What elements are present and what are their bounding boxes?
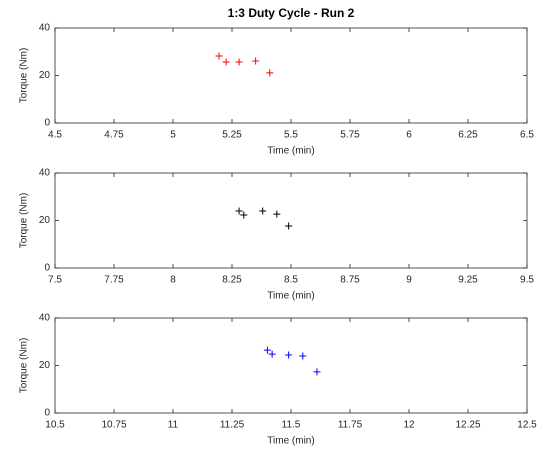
y-tick-label: 40 xyxy=(39,168,51,179)
x-tick-label: 4.75 xyxy=(104,130,124,141)
y-axis-label: Torque (Nm) xyxy=(19,193,30,249)
x-tick-label: 10.5 xyxy=(45,420,65,431)
y-tick-label: 40 xyxy=(39,313,51,324)
x-tick-label: 9.5 xyxy=(520,275,534,286)
marker xyxy=(266,69,274,77)
x-tick-label: 8 xyxy=(170,275,176,286)
marker xyxy=(215,52,223,60)
marker xyxy=(235,207,243,215)
axes-box xyxy=(54,27,528,124)
x-tick-label: 5.25 xyxy=(222,130,242,141)
subplot: 10.5 10.75 11 11.25 11.5 11.75 12 12.25 12.5 0 20 4… xyxy=(19,313,538,447)
marker xyxy=(285,351,293,359)
marker xyxy=(252,57,260,65)
y-axis-label: Torque (Nm) xyxy=(19,338,30,394)
marker xyxy=(259,207,267,215)
subplot: 7.5 7.75 8 8.25 8.5 8.75 9 9.25 9.5 0 20 40 Time (mi… xyxy=(19,168,535,302)
x-tick-label: 6.25 xyxy=(458,130,478,141)
x-tick-label: 6.5 xyxy=(520,130,534,141)
x-tick-label: 8.5 xyxy=(284,275,298,286)
x-tick-label: 5 xyxy=(170,130,176,141)
x-axis-label: Time (min) xyxy=(267,291,314,302)
marker xyxy=(299,352,307,360)
marker xyxy=(235,58,243,66)
x-tick-label: 6 xyxy=(406,130,412,141)
x-tick-label: 9.25 xyxy=(458,275,478,286)
y-tick-label: 20 xyxy=(39,360,51,371)
y-tick-label: 20 xyxy=(39,215,51,226)
marker xyxy=(273,210,281,218)
x-tick-label: 12.5 xyxy=(517,420,537,431)
y-tick-label: 20 xyxy=(39,70,51,81)
marker xyxy=(285,222,293,230)
x-tick-label: 11.75 xyxy=(338,420,363,431)
marker xyxy=(268,350,276,358)
x-axis-label: Time (min) xyxy=(267,146,314,157)
x-tick-label: 11 xyxy=(168,420,179,431)
y-tick-label: 0 xyxy=(44,408,50,419)
x-tick-label: 5.5 xyxy=(284,130,298,141)
x-tick-label: 5.75 xyxy=(340,130,360,141)
marker xyxy=(263,346,271,354)
x-tick-label: 12 xyxy=(403,420,415,431)
y-tick-label: 40 xyxy=(39,23,51,34)
x-axis-label: Time (min) xyxy=(267,436,314,447)
x-tick-label: 8.25 xyxy=(222,275,242,286)
y-tick-label: 0 xyxy=(44,263,50,274)
x-tick-label: 8.75 xyxy=(340,275,360,286)
x-tick-label: 12.25 xyxy=(455,420,480,431)
x-tick-label: 7.5 xyxy=(48,275,62,286)
y-axis-label: Torque (Nm) xyxy=(19,48,30,104)
subplot: 1:3 Duty Cycle - Run 2 4.5 4.75 5 5.25 5.5 5.7… xyxy=(19,6,535,156)
marker xyxy=(222,58,230,66)
x-tick-label: 10.75 xyxy=(101,420,126,431)
axes-box xyxy=(54,172,528,269)
y-tick-label: 0 xyxy=(44,118,50,129)
chart-title: 1:3 Duty Cycle - Run 2 xyxy=(228,6,355,20)
x-tick-label: 11.25 xyxy=(220,420,245,431)
x-tick-label: 9 xyxy=(406,275,412,286)
axes-box xyxy=(54,317,528,414)
marker xyxy=(240,211,248,219)
x-tick-label: 7.75 xyxy=(104,275,124,286)
x-tick-label: 11.5 xyxy=(282,420,301,431)
marker xyxy=(313,368,321,376)
x-tick-label: 4.5 xyxy=(48,130,62,141)
